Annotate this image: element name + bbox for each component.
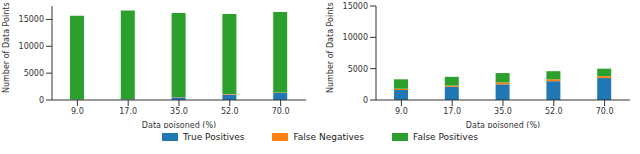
svg-text:5000: 5000 — [348, 65, 368, 74]
html-text:False Positives: False Positives — [413, 132, 478, 142]
svg-text:Data poisoned (%): Data poisoned (%) — [142, 121, 216, 128]
svg-text:9.0: 9.0 — [71, 107, 84, 116]
svg-text:17.0: 17.0 — [119, 107, 137, 116]
html-text:True Positives: True Positives — [183, 132, 245, 142]
svg-text:15000: 15000 — [343, 2, 368, 11]
svg-text:70.0: 70.0 — [596, 107, 614, 116]
svg-text:0: 0 — [363, 96, 368, 105]
svg-text:0: 0 — [39, 96, 44, 105]
html-text:False Negatives: False Negatives — [293, 132, 364, 142]
svg-text:70.0: 70.0 — [272, 107, 290, 116]
svg-text:15000: 15000 — [19, 15, 44, 24]
svg-text:52.0: 52.0 — [545, 107, 563, 116]
svg-text:17.0: 17.0 — [443, 107, 461, 116]
svg-text:9.0: 9.0 — [395, 107, 408, 116]
svg-text:5000: 5000 — [24, 69, 44, 78]
svg-text:10000: 10000 — [343, 33, 368, 42]
svg-text:10000: 10000 — [19, 42, 44, 51]
svg-text:35.0: 35.0 — [170, 107, 188, 116]
svg-text:Number of Data Points: Number of Data Points — [8, 2, 11, 93]
svg-text:52.0: 52.0 — [221, 107, 239, 116]
svg-text:Number of Data Points: Number of Data Points — [326, 2, 335, 93]
svg-text:35.0: 35.0 — [494, 107, 512, 116]
svg-text:Data poisoned (%): Data poisoned (%) — [466, 121, 540, 128]
